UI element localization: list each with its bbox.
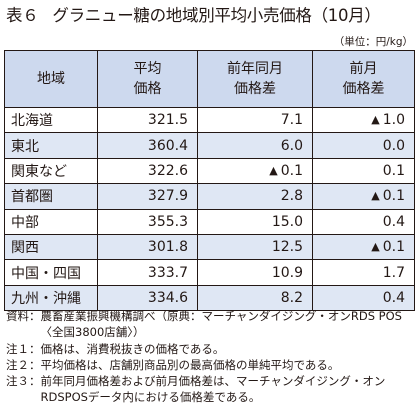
header-avg-price: 平均 価格 (97, 50, 198, 108)
footnote-text: 平均価格は、店舗別商品別の最高価格の単純平均である。 (40, 357, 340, 372)
footnote: 注３： 前年同月価格差および前月価格差は、マーチャンダイジング・オンRDSPOSデ… (6, 373, 416, 406)
cell-yoy-diff: ▲ 0.1 (197, 157, 313, 185)
table-row: 関東など 322.6 ▲ 0.1 0.1 (4, 157, 415, 185)
table-row: 関西 301.8 12.5 ▲ 0.1 (4, 233, 415, 261)
cell-mom-diff: ▲ 0.1 (312, 233, 415, 261)
cell-avg-price: 360.4 (97, 132, 198, 159)
cell-mom-diff: 0.4 (312, 208, 415, 235)
cell-value: 1.7 (382, 264, 405, 281)
footnotes: 資料： 農畜産業振興機構調べ（原典：マーチャンダイジング・オンRDS POS〈全国… (6, 308, 416, 406)
cell-value: 15.0 (271, 213, 303, 230)
cell-mom-diff: 0.0 (312, 132, 415, 159)
cell-value: 0.4 (382, 289, 405, 306)
header-region: 地域 (4, 50, 98, 108)
footnote: 注２： 平均価格は、店舗別商品別の最高価格の単純平均である。 (6, 357, 416, 373)
footnote-label: 注１： (6, 341, 41, 356)
table-row: 中部 355.3 15.0 0.4 (4, 208, 415, 235)
footnote-text: 価格は、消費税抜きの価格である。 (40, 341, 225, 356)
cell-mom-diff: ▲ 0.1 (312, 183, 415, 210)
negative-triangle-icon: ▲ (371, 240, 380, 254)
header-yoy-diff: 前年同月 価格差 (197, 50, 313, 108)
cell-yoy-diff: 15.0 (197, 208, 313, 235)
price-table: 地域 平均 価格 前年同月 価格差 前月 価格差 北海道 321.5 7.1 ▲ 1.0… (4, 50, 415, 312)
cell-mom-diff: 0.4 (312, 284, 415, 312)
cell-region: 関東など (4, 157, 98, 185)
cell-avg-price: 327.9 (97, 183, 198, 210)
negative-triangle-icon: ▲ (371, 189, 380, 203)
header-mom-diff: 前月 価格差 (312, 50, 415, 108)
cell-value: 2.8 (280, 188, 303, 205)
cell-value: 8.2 (280, 289, 303, 306)
table-title: 表６ グラニュー糖の地域別平均小売価格（10月） (6, 4, 416, 28)
cell-region: 首都圏 (4, 183, 98, 210)
cell-yoy-diff: 7.1 (197, 106, 313, 134)
table-header-row: 地域 平均 価格 前年同月 価格差 前月 価格差 (4, 50, 415, 108)
table-title-text: グラニュー糖の地域別平均小売価格（10月） (52, 6, 381, 25)
cell-region: 北海道 (4, 106, 98, 134)
cell-value: 0.1 (382, 188, 405, 205)
footnote-text: 前年同月価格差および前月価格差は、マーチャンダイジング・オンRDSPOSデータ内… (40, 374, 386, 405)
cell-yoy-diff: 6.0 (197, 132, 313, 159)
cell-value: 0.0 (382, 137, 405, 154)
cell-mom-diff: 1.7 (312, 259, 415, 286)
cell-avg-price: 333.7 (97, 259, 198, 286)
negative-triangle-icon: ▲ (269, 163, 278, 177)
footnote-label: 資料： (6, 309, 41, 323)
footnote-text: 農畜産業振興機構調べ（原典：マーチャンダイジング・オンRDS POS〈全国380… (40, 309, 402, 340)
cell-region: 中国・四国 (4, 259, 98, 286)
cell-region: 関西 (4, 233, 98, 261)
table-row: 首都圏 327.9 2.8 ▲ 0.1 (4, 183, 415, 210)
table-row: 北海道 321.5 7.1 ▲ 1.0 (4, 106, 415, 134)
footnote-label: 注２： (6, 357, 41, 372)
cell-value: 12.5 (271, 239, 303, 256)
cell-region: 九州・沖縄 (4, 284, 98, 312)
cell-avg-price: 334.6 (97, 284, 198, 312)
cell-mom-diff: 0.1 (312, 157, 415, 185)
cell-yoy-diff: 10.9 (197, 259, 313, 286)
cell-value: 1.0 (382, 112, 405, 129)
cell-value: 6.0 (280, 137, 303, 154)
cell-mom-diff: ▲ 1.0 (312, 106, 415, 134)
footnote: 資料： 農畜産業振興機構調べ（原典：マーチャンダイジング・オンRDS POS〈全国… (6, 308, 416, 341)
footnote-label: 注３： (6, 374, 41, 389)
cell-avg-price: 301.8 (97, 233, 198, 261)
unit-label: （単位：円/kg） (333, 36, 413, 48)
cell-avg-price: 321.5 (97, 106, 198, 134)
cell-yoy-diff: 12.5 (197, 233, 313, 261)
cell-yoy-diff: 2.8 (197, 183, 313, 210)
table-row: 中国・四国 333.7 10.9 1.7 (4, 259, 415, 286)
cell-region: 東北 (4, 132, 98, 159)
cell-avg-price: 355.3 (97, 208, 198, 235)
cell-value: 0.1 (382, 162, 405, 179)
cell-value: 0.1 (382, 239, 405, 256)
cell-value: 0.1 (280, 162, 303, 179)
table-body: 北海道 321.5 7.1 ▲ 1.0 東北 360.4 6.0 0.0 関東など 322.6 ▲ 0.… (4, 106, 415, 312)
cell-value: 7.1 (280, 112, 303, 129)
cell-region: 中部 (4, 208, 98, 235)
cell-value: 0.4 (382, 213, 405, 230)
cell-avg-price: 322.6 (97, 157, 198, 185)
footnote: 注１： 価格は、消費税抜きの価格である。 (6, 341, 416, 357)
table-number: 表６ (6, 6, 39, 25)
cell-value: 10.9 (271, 264, 303, 281)
negative-triangle-icon: ▲ (371, 113, 380, 127)
table-row: 東北 360.4 6.0 0.0 (4, 132, 415, 159)
cell-yoy-diff: 8.2 (197, 284, 313, 312)
table-row: 九州・沖縄 334.6 8.2 0.4 (4, 284, 415, 312)
